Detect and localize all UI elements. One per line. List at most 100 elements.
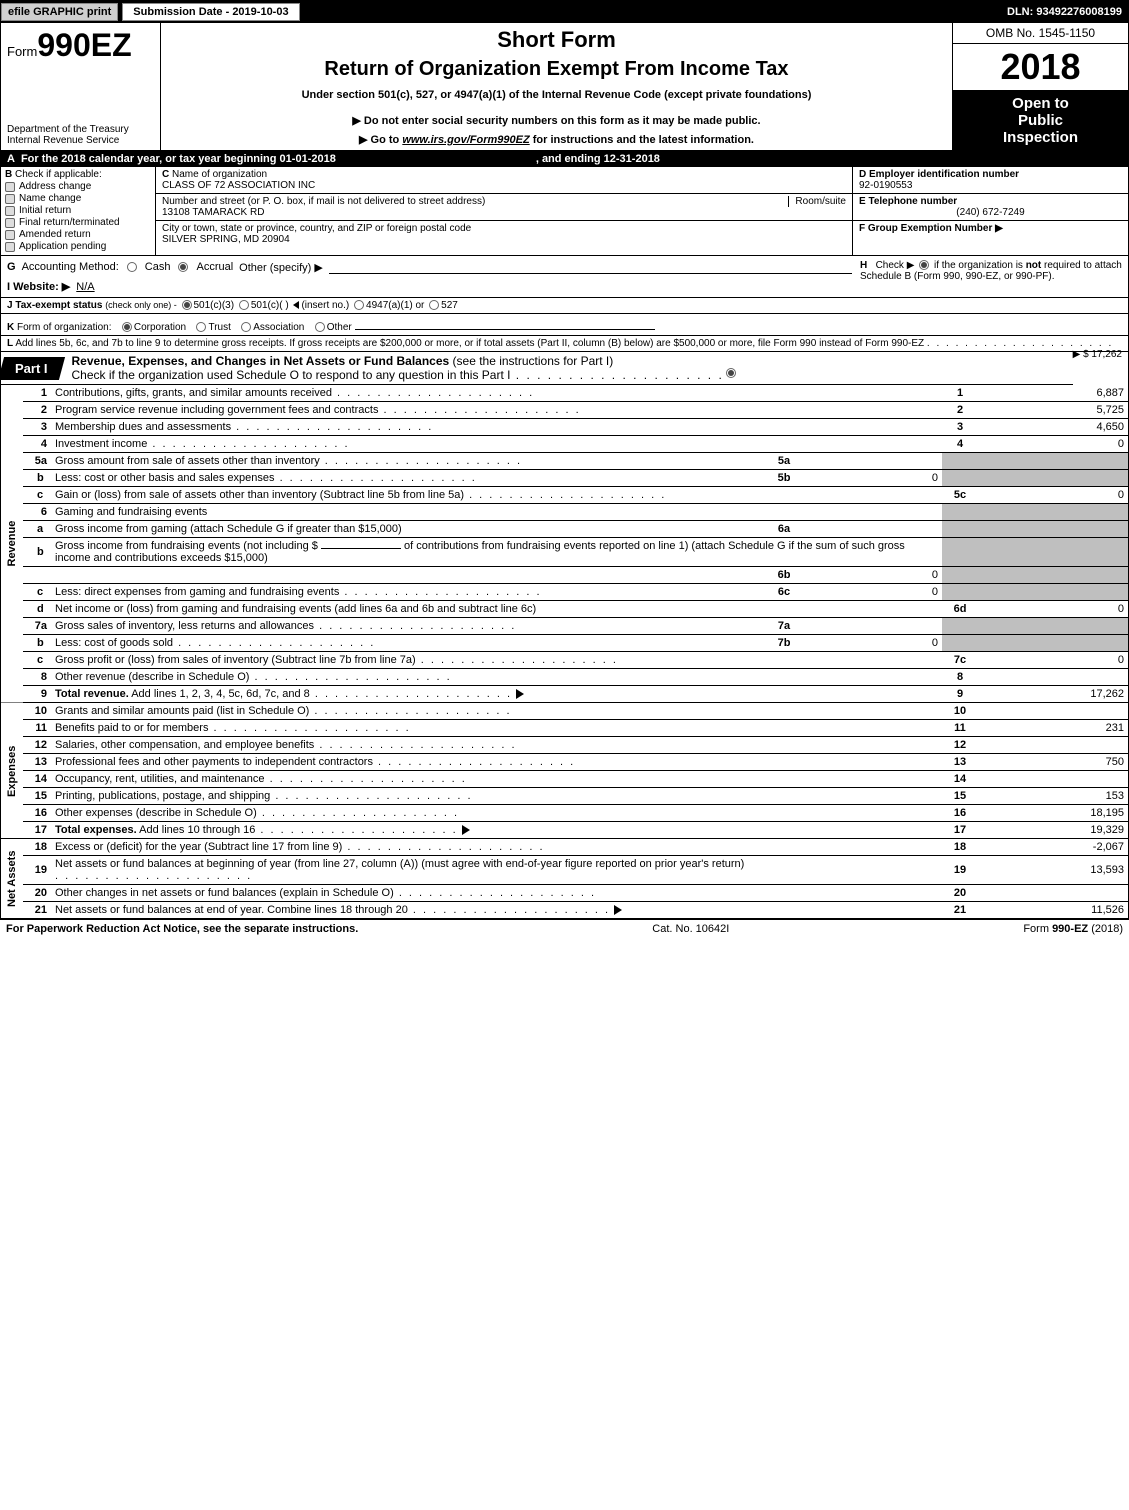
form-footer-pre: Form — [1023, 923, 1052, 935]
other-org-input[interactable] — [355, 316, 655, 330]
line-8: 8 Other revenue (describe in Schedule O)… — [1, 669, 1128, 686]
line-17: 17 Total expenses. Add lines 10 through … — [1, 822, 1128, 839]
radio-corporation[interactable] — [122, 322, 132, 332]
line-box: 7c — [942, 652, 978, 669]
radio-association[interactable] — [241, 322, 251, 332]
street-label: Number and street (or P. O. box, if mail… — [162, 196, 485, 207]
line-desc: Gaming and fundraising events — [55, 506, 207, 518]
under-section-text: Under section 501(c), 527, or 4947(a)(1)… — [169, 89, 944, 101]
chk-name-change[interactable]: Name change — [5, 193, 151, 204]
part1-title-rest: (see the instructions for Part I) — [449, 354, 613, 368]
radio-501c3[interactable] — [182, 300, 192, 310]
other-specify-input[interactable] — [329, 260, 852, 274]
line-box: 5c — [942, 487, 978, 504]
expenses-side-label: Expenses — [1, 703, 23, 839]
radio-cash[interactable] — [127, 262, 137, 272]
line-19: 19 Net assets or fund balances at beginn… — [1, 856, 1128, 885]
opt-trust: Trust — [208, 322, 230, 333]
ssn-warning: ▶ Do not enter social security numbers o… — [169, 114, 944, 127]
f-group-exemption-block: F Group Exemption Number ▶ — [853, 221, 1128, 236]
line-val: 18,195 — [978, 805, 1128, 822]
line-val — [978, 703, 1128, 720]
col-h-schedule-b: H Check ▶ if the organization is not req… — [852, 260, 1122, 293]
chk-application-pending[interactable]: Application pending — [5, 241, 151, 252]
mid-box: 6c — [766, 584, 802, 601]
line-no: 10 — [23, 703, 51, 720]
chk-address-change[interactable]: Address change — [5, 181, 151, 192]
line-desc: Contributions, gifts, grants, and simila… — [55, 387, 332, 399]
line-box: 9 — [942, 686, 978, 703]
chk-schedule-o[interactable] — [726, 368, 736, 378]
header-right: OMB No. 1545-1150 2018 Open to Public In… — [953, 23, 1128, 150]
netassets-side-label: Net Assets — [1, 839, 23, 919]
opt-501c: 501(c)( ) — [251, 300, 289, 311]
checkbox-icon — [5, 218, 15, 228]
line-desc: Occupancy, rent, utilities, and maintena… — [55, 773, 265, 785]
line-desc: Less: cost of goods sold — [55, 637, 173, 649]
contrib-amount-input[interactable] — [321, 548, 401, 549]
line-no: 9 — [23, 686, 51, 703]
short-form-title: Short Form — [169, 27, 944, 53]
chk-amended-return[interactable]: Amended return — [5, 229, 151, 240]
radio-accrual[interactable] — [178, 262, 188, 272]
line-no: b — [23, 538, 51, 567]
shaded-cell — [978, 618, 1128, 635]
mid-box: 7a — [766, 618, 802, 635]
line-5c: c Gain or (loss) from sale of assets oth… — [1, 487, 1128, 504]
row-a-tax-year: A For the 2018 calendar year, or tax yea… — [1, 151, 1128, 167]
row-i-website: I Website: ▶ N/A — [7, 280, 852, 293]
shaded-cell — [942, 618, 978, 635]
line-no: 7a — [23, 618, 51, 635]
line-5a: 5a Gross amount from sale of assets othe… — [1, 453, 1128, 470]
efile-print-button[interactable]: efile GRAPHIC print — [1, 3, 118, 21]
part1-badge: Part I — [0, 357, 65, 380]
line-7c: c Gross profit or (loss) from sales of i… — [1, 652, 1128, 669]
chk-initial-return[interactable]: Initial return — [5, 205, 151, 216]
shaded-cell — [942, 584, 978, 601]
line-val: 0 — [978, 652, 1128, 669]
line-desc: Investment income — [55, 438, 147, 450]
h-check: Check ▶ — [876, 260, 915, 271]
radio-other-org[interactable] — [315, 322, 325, 332]
line-6b-2: 6b 0 — [1, 567, 1128, 584]
line-box: 18 — [942, 839, 978, 856]
line-no: 14 — [23, 771, 51, 788]
line-val: 6,887 — [978, 385, 1128, 402]
line-box: 14 — [942, 771, 978, 788]
line-box: 16 — [942, 805, 978, 822]
mid-val — [802, 453, 942, 470]
line-no: 1 — [23, 385, 51, 402]
radio-4947a1[interactable] — [354, 300, 364, 310]
chk-final-return[interactable]: Final return/terminated — [5, 217, 151, 228]
open-to-text: Open to — [955, 95, 1126, 112]
line-no: 20 — [23, 885, 51, 902]
line-12: 12 Salaries, other compensation, and emp… — [1, 737, 1128, 754]
catalog-number: Cat. No. 10642I — [652, 923, 729, 935]
form-prefix: Form — [7, 44, 37, 59]
irs-link[interactable]: www.irs.gov/Form990EZ — [402, 134, 529, 146]
line-desc: Net income or (loss) from gaming and fun… — [55, 603, 536, 615]
line-box: 13 — [942, 754, 978, 771]
form-990ez-container: efile GRAPHIC print Submission Date - 20… — [0, 0, 1129, 920]
shaded-cell — [942, 521, 978, 538]
col-b-checkboxes: B Check if applicable: Address change Na… — [1, 167, 156, 255]
chk-schedule-b[interactable] — [919, 260, 929, 270]
triangle-icon — [293, 301, 299, 309]
radio-501c[interactable] — [239, 300, 249, 310]
line-6c: c Less: direct expenses from gaming and … — [1, 584, 1128, 601]
line-21: 21 Net assets or fund balances at end of… — [1, 902, 1128, 919]
line-desc: Membership dues and assessments — [55, 421, 231, 433]
radio-trust[interactable] — [196, 322, 206, 332]
inspection-text: Inspection — [955, 129, 1126, 146]
j-sub: (check only one) - — [105, 300, 177, 310]
go-to-post: for instructions and the latest informat… — [530, 134, 754, 146]
line-val: 19,329 — [978, 822, 1128, 839]
line-desc: Professional fees and other payments to … — [55, 756, 373, 768]
line-no: 13 — [23, 754, 51, 771]
footer-row: For Paperwork Reduction Act Notice, see … — [0, 920, 1129, 938]
city-label: City or town, state or province, country… — [162, 223, 471, 234]
radio-527[interactable] — [429, 300, 439, 310]
line-desc: Add lines 10 through 16 — [137, 824, 256, 836]
line-no: 16 — [23, 805, 51, 822]
opt-other-org: Other — [327, 322, 352, 333]
